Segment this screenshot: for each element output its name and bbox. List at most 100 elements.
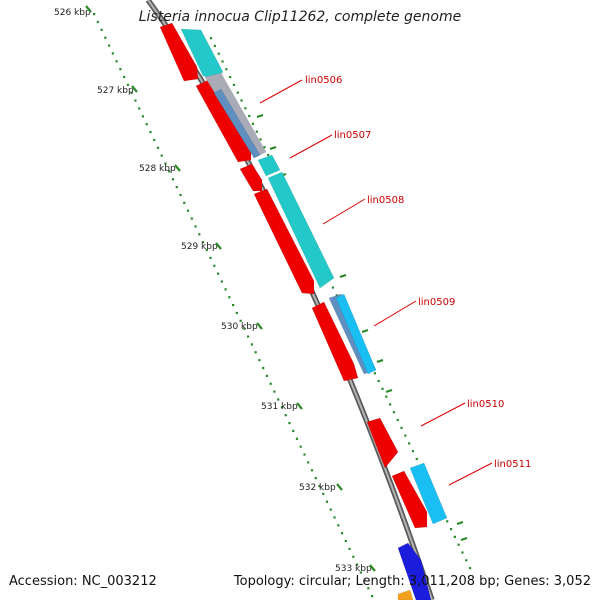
outer-major-tick: [376, 358, 384, 364]
ruler-tick: [96, 20, 99, 24]
ruler-tick: [325, 500, 329, 503]
ruler-tick: [171, 178, 175, 181]
ruler-tick: [277, 398, 280, 401]
callout-line: [289, 134, 333, 159]
outer-tick: [465, 559, 468, 562]
outer-tick: [240, 99, 243, 102]
feature-block: [366, 417, 399, 469]
feature-block: [397, 542, 432, 600]
gene-label: lin0507: [334, 130, 371, 141]
topology-summary: Topology: circular; Length: 3,011,208 bp…: [233, 574, 591, 589]
ruler-label: 532 kbp: [299, 483, 336, 493]
ruler-tick: [194, 225, 197, 228]
outer-tick: [210, 37, 213, 40]
ruler-tick: [344, 539, 347, 543]
ruler-tick: [359, 571, 362, 574]
ruler-tick: [100, 28, 103, 31]
outer-major-tick: [460, 536, 468, 542]
outer-tick: [457, 543, 460, 546]
ruler-tick: [228, 296, 231, 299]
outer-tick: [461, 551, 464, 554]
ruler-tick: [126, 83, 130, 86]
outer-tick: [217, 52, 220, 55]
ruler-tick: [318, 484, 321, 488]
ruler-major-tick: [336, 483, 343, 491]
callout-line: [448, 462, 493, 486]
outer-tick: [381, 387, 384, 390]
outer-tick: [385, 395, 388, 398]
ruler-tick: [288, 421, 291, 425]
ruler-tick: [363, 579, 366, 582]
ruler-tick: [104, 36, 107, 39]
map-title: Listeria innocua Clip11262, complete gen…: [138, 9, 462, 25]
ruler-label: 530 kbp: [221, 322, 258, 332]
ruler-tick: [213, 264, 216, 267]
ruler-tick: [337, 524, 340, 527]
outer-tick: [331, 286, 335, 289]
outer-tick: [259, 138, 262, 141]
ruler-tick: [119, 68, 122, 71]
ruler-tick: [258, 359, 261, 362]
feature-block: [239, 163, 263, 192]
ruler-tick: [352, 555, 355, 558]
ruler-tick: [115, 60, 118, 63]
outer-tick: [377, 379, 380, 383]
ruler-tick: [273, 390, 276, 393]
ruler-major-tick: [296, 402, 303, 410]
ruler-tick: [232, 304, 235, 307]
ruler-major-tick: [174, 164, 181, 172]
feature-block: [397, 589, 414, 600]
ruler-major-tick: [215, 242, 222, 250]
feature-block: [267, 171, 335, 289]
feature-block: [213, 88, 261, 159]
outer-tick: [236, 91, 239, 94]
feature-tracks: [159, 22, 448, 600]
ruler-tick: [205, 248, 208, 252]
ruler-tick: [250, 343, 253, 346]
ruler-tick: [355, 563, 359, 566]
ruler-label: 528 kbp: [139, 164, 176, 174]
ruler-label: 529 kbp: [181, 242, 218, 252]
ruler-tick: [280, 406, 284, 409]
outer-tick: [389, 403, 392, 406]
ruler-tick: [340, 532, 344, 535]
outer-tick: [469, 567, 472, 570]
ruler-tick: [145, 123, 148, 126]
outer-tick: [248, 114, 251, 118]
outer-tick: [396, 418, 399, 422]
ruler-tick: [284, 414, 287, 417]
ruler-tick: [141, 115, 145, 118]
ruler-label: 526 kbp: [54, 8, 91, 18]
outer-tick: [446, 520, 449, 523]
ruler-labels: 526 kbp 527 kbp 528 kbp 529 kbp 530 kbp 531 k…: [54, 5, 376, 574]
ruler-major-tick: [369, 564, 376, 572]
outer-tick: [408, 442, 411, 445]
ruler-tick: [239, 319, 242, 322]
ruler-tick: [265, 374, 269, 377]
callout-line: [322, 198, 366, 225]
outer-tick: [404, 434, 407, 437]
ruler-major-tick: [131, 85, 138, 93]
gene-label: lin0511: [494, 459, 531, 470]
ruler-tick: [224, 288, 227, 291]
outer-tick: [267, 153, 270, 157]
ruler-tick: [310, 469, 314, 472]
outer-tick: [400, 426, 403, 429]
ruler-tick: [198, 233, 201, 236]
ruler-tick: [111, 52, 114, 55]
ruler-label: 533 kbp: [335, 564, 372, 574]
backbone-highlight: [147, 0, 433, 600]
gene-label: lin0509: [418, 297, 455, 308]
ruler-tick: [160, 154, 163, 157]
outer-tick: [449, 528, 453, 531]
outer-tick: [392, 411, 396, 414]
ruler-tick: [130, 91, 133, 94]
outer-tick: [213, 44, 217, 47]
ruler-tick: [149, 130, 152, 134]
feature-block: [257, 154, 281, 177]
outer-tick: [411, 450, 415, 453]
outer-tick: [263, 146, 266, 149]
outer-major-tick: [269, 145, 277, 151]
feature-block: [391, 470, 428, 529]
